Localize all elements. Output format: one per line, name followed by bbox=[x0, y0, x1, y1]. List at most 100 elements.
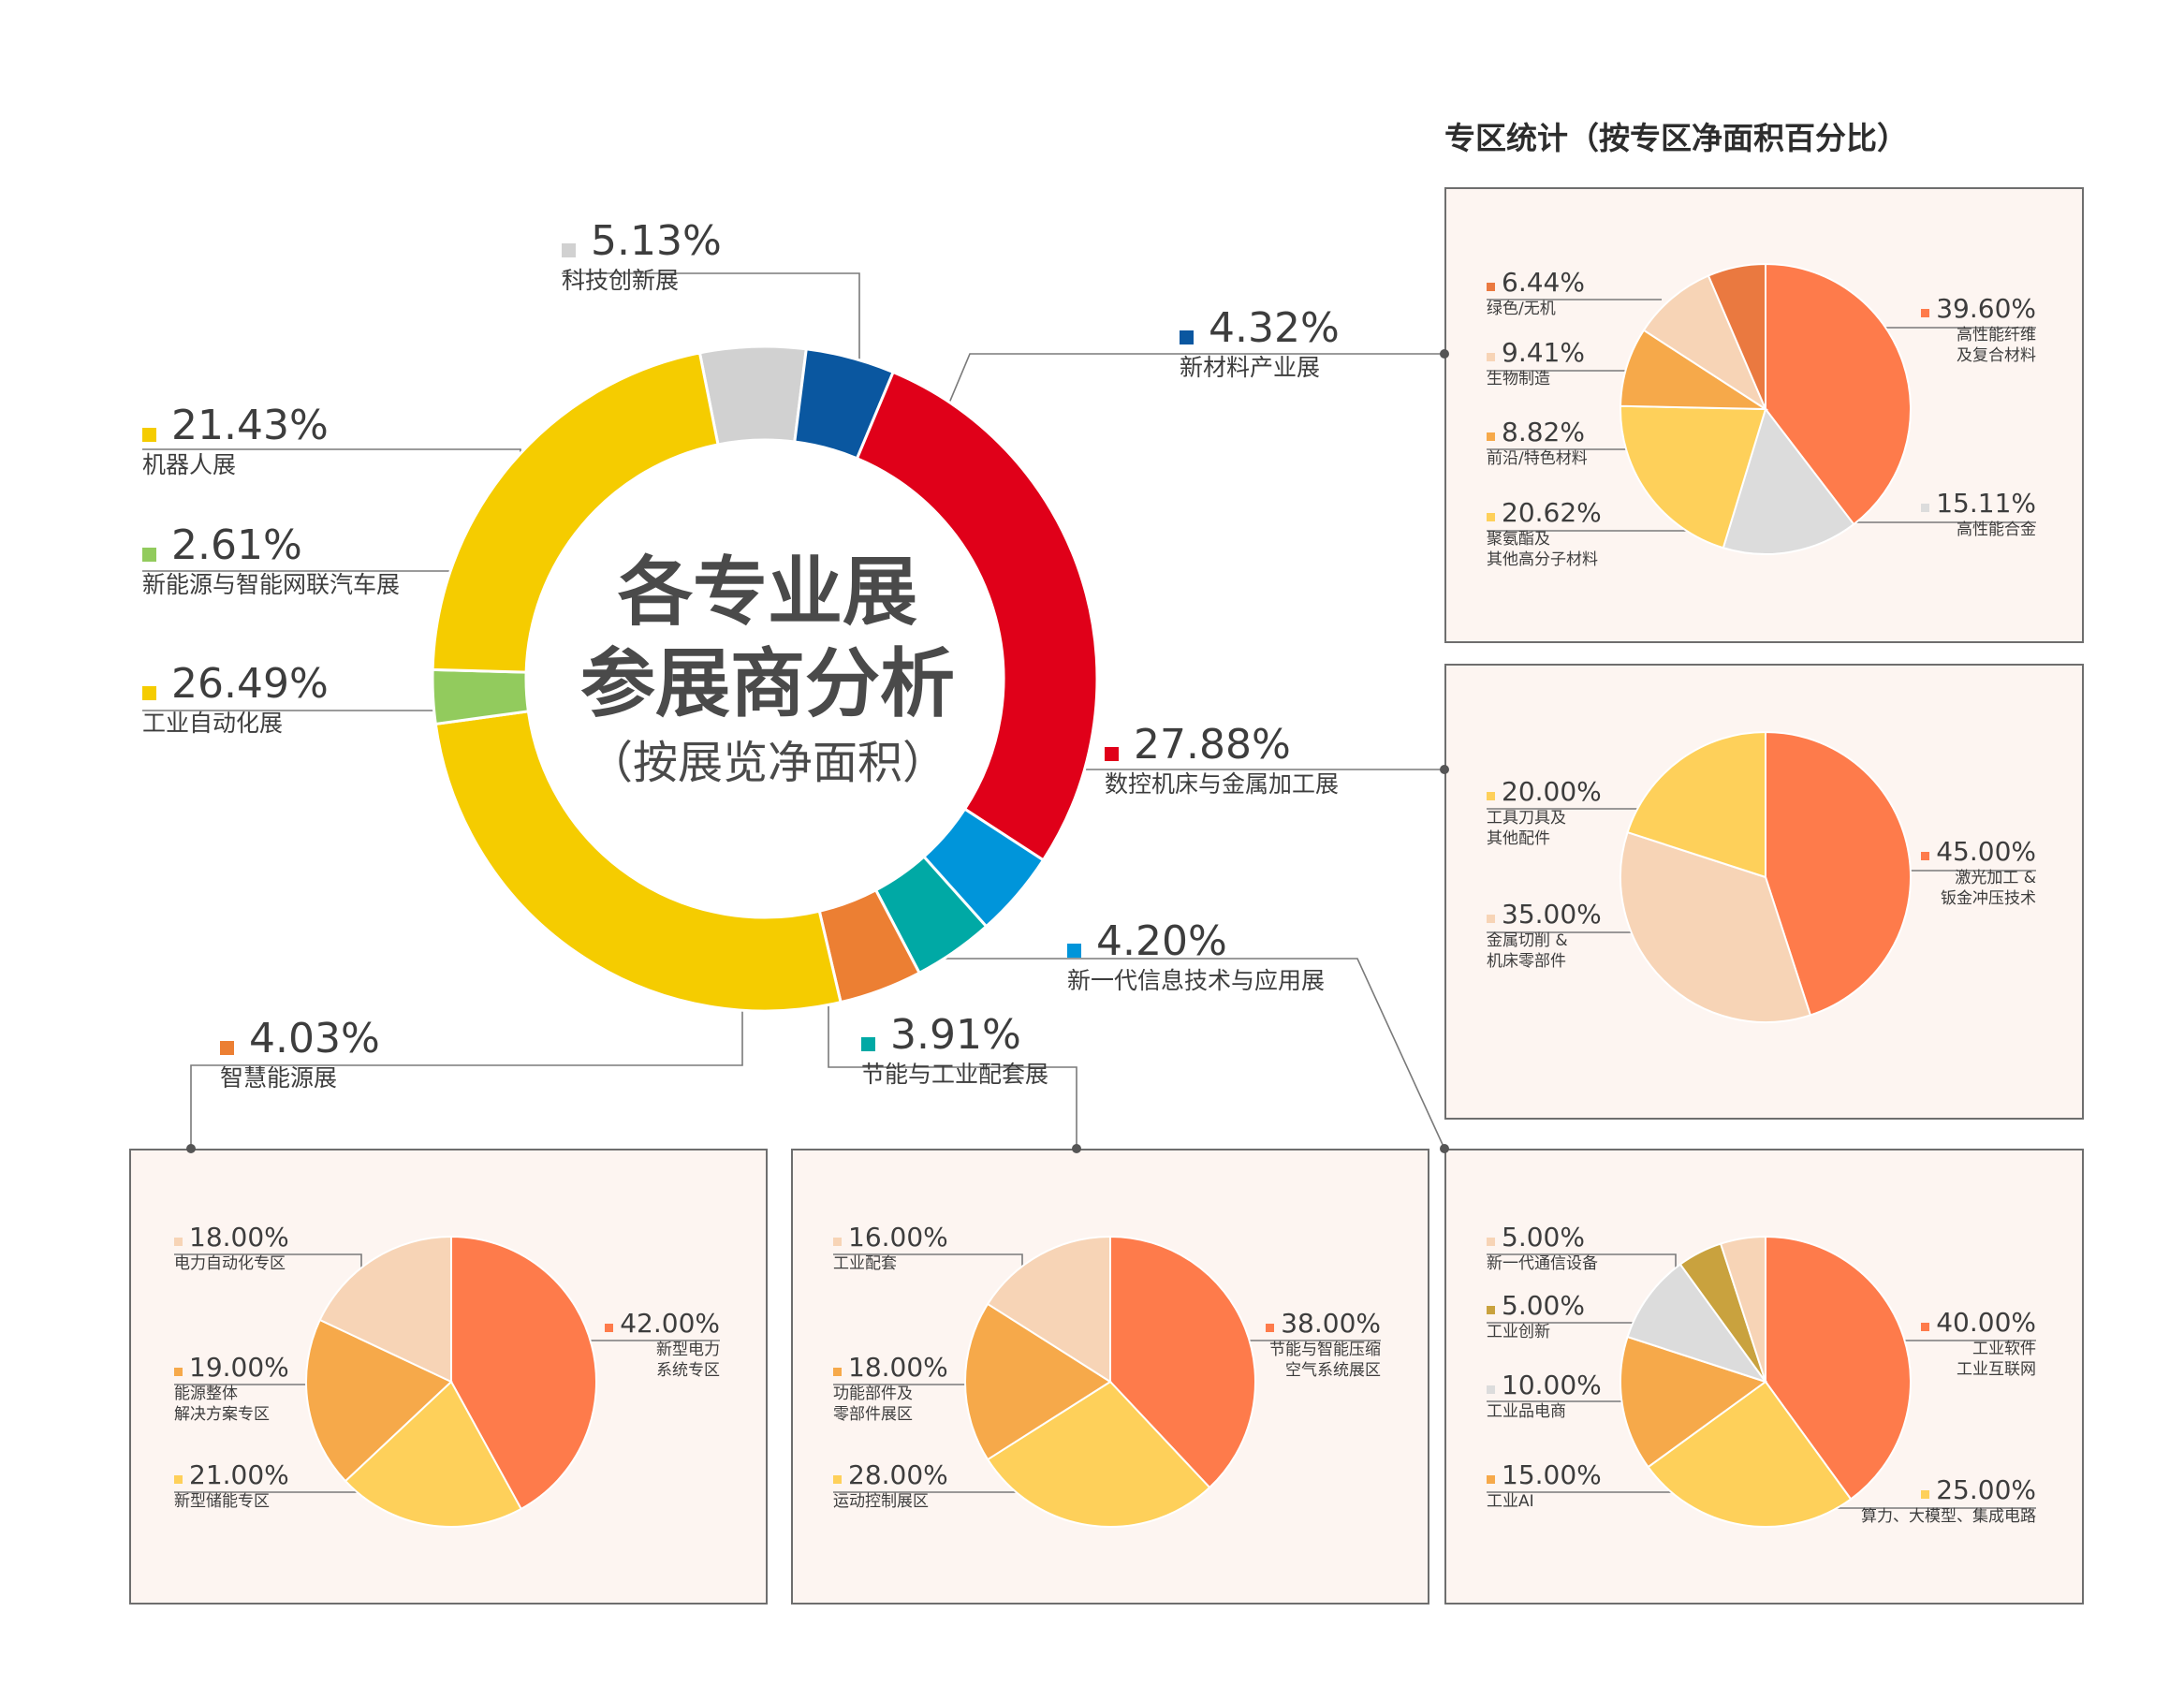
pie-energy-slice-2 bbox=[305, 1318, 453, 1483]
category-label: 工业品电商 bbox=[1487, 1402, 1566, 1421]
pie-materials-slice-4 bbox=[1642, 274, 1768, 412]
connector-dot bbox=[1440, 1144, 1449, 1153]
category-label: 新一代信息技术与应用展 bbox=[1067, 967, 1326, 994]
value-label: 20.62% bbox=[1502, 497, 1602, 528]
pie2-label-0: 45.00% 激光加工 & 钣金冲压技术 bbox=[1921, 836, 2036, 909]
value-label: 21.43% bbox=[171, 402, 329, 449]
pie-it-slice-0 bbox=[1765, 1235, 1912, 1501]
legend-swatch bbox=[1105, 747, 1119, 761]
legend-swatch bbox=[1487, 283, 1495, 291]
value-label: 25.00% bbox=[1936, 1474, 2036, 1505]
pie4-label-2: 18.00% 功能部件及 零部件展区 bbox=[833, 1352, 948, 1425]
category-label: 工业配套 bbox=[833, 1254, 897, 1273]
legend-swatch bbox=[1921, 309, 1930, 317]
pie-materials-slice-0 bbox=[1765, 262, 1912, 526]
category-label: 节能与智能压缩 空气系统展区 bbox=[1269, 1341, 1381, 1380]
legend-swatch bbox=[1487, 1238, 1495, 1246]
legend-swatch bbox=[1180, 330, 1194, 344]
leader-line bbox=[562, 272, 860, 374]
category-label: 智慧能源展 bbox=[220, 1064, 338, 1092]
category-label: 新型电力 系统专区 bbox=[656, 1341, 720, 1380]
category-label: 电力自动化专区 bbox=[174, 1254, 286, 1273]
pie-saving-slice-3 bbox=[986, 1235, 1111, 1384]
donut-label-4: 3.91% 节能与工业配套展 bbox=[861, 1011, 1048, 1090]
category-label: 能源整体 解决方案专区 bbox=[174, 1385, 270, 1424]
category-label: 数控机床与金属加工展 bbox=[1105, 770, 1340, 798]
leader-line bbox=[828, 992, 1077, 1149]
legend-swatch bbox=[1487, 1475, 1495, 1484]
pie3-label-1: 21.00% 新型储能专区 bbox=[174, 1459, 289, 1512]
leader-line bbox=[190, 992, 743, 1149]
value-label: 28.00% bbox=[848, 1459, 948, 1490]
donut-slice-2 bbox=[855, 370, 1099, 862]
pie1-label-3: 8.82% 前沿/特色材料 bbox=[1487, 417, 1588, 469]
connector-dot bbox=[186, 1144, 196, 1153]
category-label: 算力、大模型、集成电路 bbox=[1861, 1507, 2036, 1526]
donut-label-5: 4.03% 智慧能源展 bbox=[220, 1015, 380, 1093]
value-label: 9.41% bbox=[1502, 337, 1585, 368]
leader-line bbox=[945, 353, 1444, 413]
category-label: 工具刀具及 其他配件 bbox=[1487, 809, 1566, 848]
pie5-label-2: 15.00% 工业AI bbox=[1487, 1459, 1602, 1512]
category-label: 工业AI bbox=[1487, 1492, 1534, 1511]
legend-swatch bbox=[174, 1238, 183, 1246]
value-label: 15.00% bbox=[1502, 1459, 1602, 1490]
value-label: 4.32% bbox=[1209, 304, 1340, 352]
legend-swatch bbox=[1487, 1306, 1495, 1314]
category-label: 机器人展 bbox=[142, 451, 237, 478]
category-label: 节能与工业配套展 bbox=[861, 1061, 1049, 1088]
value-label: 16.00% bbox=[848, 1222, 948, 1253]
legend-swatch bbox=[1487, 432, 1495, 441]
legend-swatch bbox=[1487, 792, 1495, 800]
pie-materials-slice-3 bbox=[1620, 329, 1769, 411]
donut-label-0: 5.13% 科技创新展 bbox=[562, 217, 722, 296]
donut-label-6: 26.49% 工业自动化展 bbox=[142, 660, 329, 739]
legend-swatch bbox=[1487, 353, 1495, 361]
value-label: 18.00% bbox=[189, 1222, 289, 1253]
pie-saving-slice-2 bbox=[964, 1302, 1112, 1461]
legend-swatch bbox=[220, 1041, 234, 1055]
category-label: 工业创新 bbox=[1487, 1323, 1550, 1341]
donut-title-line-2: 参展商分析 bbox=[580, 640, 955, 727]
pie-saving-slice-1 bbox=[986, 1380, 1211, 1528]
value-label: 18.00% bbox=[848, 1352, 948, 1383]
category-label: 新能源与智能网联汽车展 bbox=[142, 571, 401, 598]
pie5-label-5: 5.00% 新一代通信设备 bbox=[1487, 1222, 1598, 1274]
value-label: 39.60% bbox=[1936, 293, 2036, 324]
donut-title-line-1: 各专业展 bbox=[618, 549, 917, 636]
donut-label-8: 21.43% 机器人展 bbox=[142, 402, 329, 480]
donut-subtitle: （按展览净面积） bbox=[587, 737, 947, 789]
legend-swatch bbox=[1266, 1324, 1275, 1332]
category-label: 前沿/特色材料 bbox=[1487, 449, 1588, 468]
connector-dot bbox=[1440, 349, 1449, 359]
legend-swatch bbox=[861, 1037, 875, 1051]
legend-swatch bbox=[174, 1475, 183, 1484]
category-label: 新材料产业展 bbox=[1180, 354, 1321, 381]
value-label: 42.00% bbox=[620, 1308, 720, 1339]
legend-swatch bbox=[1921, 1323, 1930, 1331]
legend-swatch bbox=[174, 1368, 183, 1376]
category-label: 激光加工 & 钣金冲压技术 bbox=[1941, 869, 2036, 908]
pie-materials-slice-2 bbox=[1620, 404, 1767, 550]
legend-swatch bbox=[833, 1368, 842, 1376]
category-label: 新一代通信设备 bbox=[1487, 1254, 1598, 1273]
value-label: 2.61% bbox=[171, 521, 302, 569]
category-label: 新型储能专区 bbox=[174, 1492, 270, 1511]
pie-materials-slice-5 bbox=[1707, 262, 1766, 410]
value-label: 27.88% bbox=[1134, 721, 1291, 769]
legend-swatch bbox=[1487, 915, 1495, 923]
category-label: 绿色/无机 bbox=[1487, 300, 1556, 318]
value-label: 8.82% bbox=[1502, 417, 1585, 447]
donut-label-7: 2.61% 新能源与智能网联汽车展 bbox=[142, 521, 400, 600]
pie-it-slice-5 bbox=[1719, 1235, 1766, 1383]
pie2-label-1: 35.00% 金属切削 & 机床零部件 bbox=[1487, 899, 1602, 972]
pie4-label-0: 38.00% 节能与智能压缩 空气系统展区 bbox=[1266, 1308, 1381, 1381]
pie5-label-3: 10.00% 工业品电商 bbox=[1487, 1370, 1602, 1422]
pie1-label-1: 15.11% 高性能合金 bbox=[1921, 488, 2036, 540]
legend-swatch bbox=[1921, 852, 1930, 860]
category-label: 运动控制展区 bbox=[833, 1492, 929, 1511]
legend-swatch bbox=[1487, 513, 1495, 521]
category-label: 科技创新展 bbox=[562, 267, 680, 294]
